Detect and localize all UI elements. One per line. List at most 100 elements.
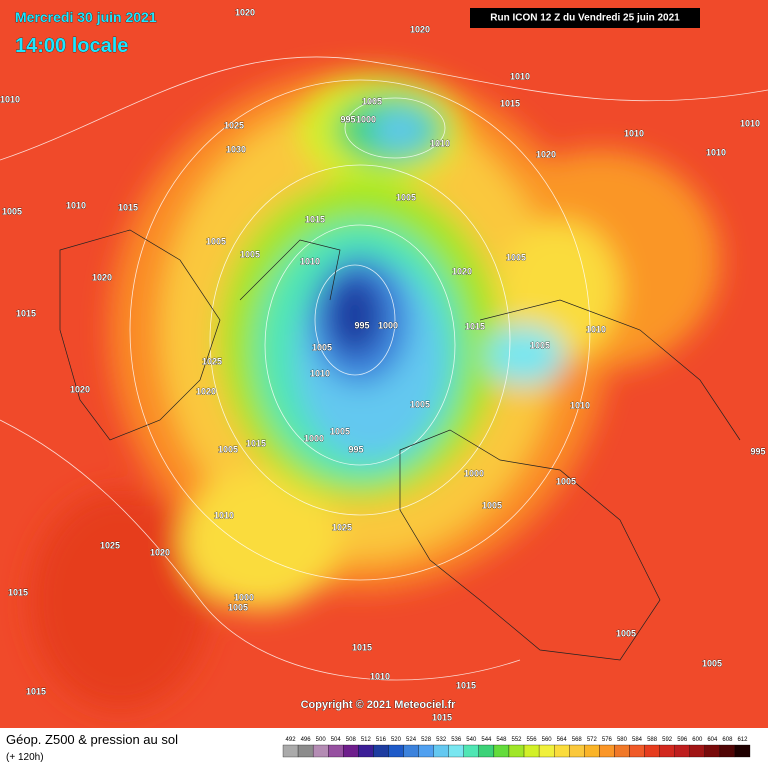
colorbar-swatch [418, 744, 434, 758]
isobar-label: 1000 [304, 433, 324, 443]
isobar-label: 1020 [70, 384, 90, 394]
isobar-label: 1025 [202, 356, 222, 366]
date: Mercredi 30 juin 2021 [15, 9, 157, 25]
colorbar-swatch [614, 744, 630, 758]
colorbar-swatch [297, 744, 314, 758]
isobar-label: 1005 [482, 500, 502, 510]
colorbar-label: 496 [301, 737, 312, 743]
isobar-label: 1025 [332, 522, 352, 532]
isobar-label: 1020 [235, 7, 255, 17]
colorbar-label: 504 [331, 737, 342, 743]
run-info: Run ICON 12 Z du Vendredi 25 juin 2021 [490, 13, 680, 24]
colorbar-swatch [704, 744, 721, 758]
run-box [470, 8, 700, 28]
isobar-label: 995 [750, 446, 765, 456]
isobar-label: 1005 [362, 96, 382, 106]
colorbar-swatch [508, 744, 525, 758]
colorbar-label: 560 [542, 737, 553, 743]
isobar-label: 1010 [624, 128, 644, 138]
colorbar-label: 492 [286, 737, 297, 743]
isobar-label: 1010 [370, 671, 390, 681]
colorbar-label: 592 [662, 737, 673, 743]
colorbar-swatch [584, 744, 600, 758]
isobar-label: 1010 [66, 200, 86, 210]
isobar-label: 1015 [305, 214, 325, 224]
local-time: 14:00 locale [15, 35, 128, 57]
colorbar-label: 600 [692, 737, 703, 743]
isobar-label: 1005 [702, 658, 722, 668]
isobar-label: 1005 [228, 602, 248, 612]
colorbar-label: 612 [737, 737, 748, 743]
isobar-label: 1020 [536, 149, 556, 159]
colorbar: 492 496 500 504 508 512 516 520 524 528 532 536 540 5… [282, 737, 751, 758]
colorbar-label: 536 [451, 737, 462, 743]
isobar-label: 1010 [740, 118, 760, 128]
colorbar-swatch [463, 744, 479, 758]
isobar-label: 1005 [556, 476, 576, 486]
isobar-label: 1020 [150, 547, 170, 557]
colorbar-swatch [433, 744, 449, 758]
colorbar-label: 608 [722, 737, 733, 743]
colorbar-label: 552 [511, 737, 522, 743]
isobar-label: 1015 [456, 680, 476, 690]
colorbar-swatch [343, 744, 359, 758]
copyright: Copyright © 2021 Meteociel.fr [301, 699, 457, 711]
isopleths [0, 56, 768, 681]
colorbar-swatch [629, 744, 645, 758]
colorbar-label: 532 [436, 737, 447, 743]
isobar-label: 995 [354, 320, 369, 330]
isobar-label: 1010 [570, 400, 590, 410]
colorbar-label: 516 [376, 737, 387, 743]
isobar-label: 1000 [234, 592, 254, 602]
isobar-label: 1005 [206, 236, 226, 246]
isobar-label: 995 [348, 444, 363, 454]
isobar-label: 1015 [118, 202, 138, 212]
colorbar-swatch [689, 744, 705, 758]
colorbar-label: 520 [391, 737, 402, 743]
isobar-label: 1015 [246, 438, 266, 448]
isobar-label: 1010 [510, 71, 530, 81]
footer-title: Géop. Z500 & pression au sol [6, 732, 178, 747]
colorbar-swatch [659, 744, 675, 758]
isobar-label: 1005 [240, 249, 260, 259]
isobar-label: 1010 [310, 368, 330, 378]
colorbar-swatch [282, 744, 299, 758]
colorbar-swatch [448, 744, 464, 758]
isobar-label: 1015 [465, 321, 485, 331]
isobar-label: 995 [340, 114, 355, 124]
colorbar-swatch [538, 744, 555, 758]
colorbar-swatch [373, 744, 389, 758]
isobar-label: 1000 [356, 114, 376, 124]
isobar-label: 1015 [352, 642, 372, 652]
isobar-label: 1010 [300, 256, 320, 266]
isobar-label: 1015 [26, 686, 46, 696]
colorbar-label: 508 [346, 737, 357, 743]
isobar-label: 1010 [214, 510, 234, 520]
colorbar-label: 568 [572, 737, 583, 743]
isobar-label: 1000 [464, 468, 484, 478]
colorbar-label: 580 [617, 737, 628, 743]
colorbar-swatch [674, 744, 690, 758]
isobar-label: 1005 [396, 192, 416, 202]
colorbar-label: 540 [466, 737, 477, 743]
colorbar-swatch [734, 744, 751, 758]
isobar-label: 1010 [706, 147, 726, 157]
colorbar-label: 584 [632, 737, 643, 743]
isobar-label: 1020 [452, 266, 472, 276]
colorbar-label: 500 [316, 737, 327, 743]
colorbar-label: 528 [421, 737, 432, 743]
colorbar-label: 596 [677, 737, 688, 743]
isobar-label: 1015 [432, 712, 452, 722]
isobar-label: 1015 [500, 98, 520, 108]
isobar-label: 1005 [312, 342, 332, 352]
colorbar-swatch [599, 744, 615, 758]
isobar-label: 1000 [378, 320, 398, 330]
colorbar-label: 588 [647, 737, 658, 743]
colorbar-label: 544 [481, 737, 492, 743]
colorbar-swatch [523, 744, 540, 758]
colorbar-swatch [478, 744, 495, 758]
isobar-label: 1020 [196, 386, 216, 396]
